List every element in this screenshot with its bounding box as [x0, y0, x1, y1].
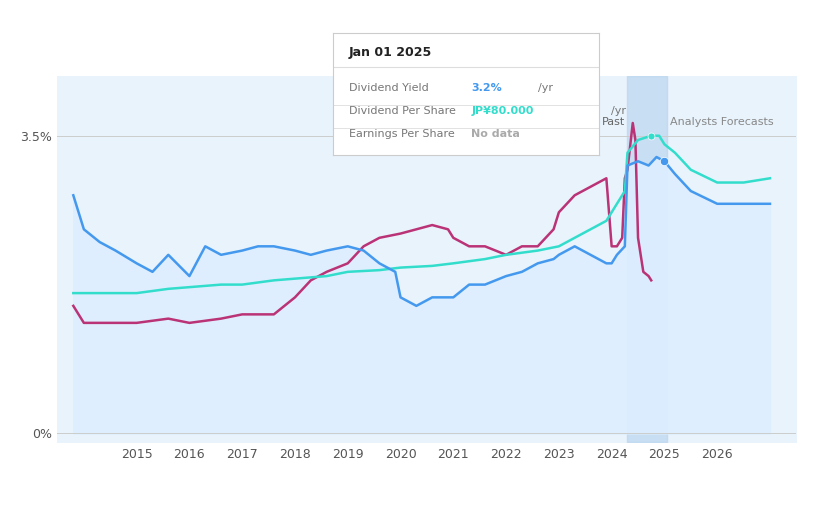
- Text: Analysts Forecasts: Analysts Forecasts: [670, 117, 773, 127]
- Text: Dividend Per Share: Dividend Per Share: [349, 106, 456, 116]
- Text: No data: No data: [471, 129, 521, 139]
- Text: Past: Past: [602, 117, 625, 127]
- Text: Earnings Per Share: Earnings Per Share: [349, 129, 454, 139]
- Text: Dividend Yield: Dividend Yield: [349, 83, 429, 93]
- Text: Jan 01 2025: Jan 01 2025: [349, 46, 432, 59]
- Text: JP¥80.000: JP¥80.000: [471, 106, 534, 116]
- Text: 3.2%: 3.2%: [471, 83, 502, 93]
- Text: /yr: /yr: [612, 106, 626, 116]
- Text: /yr: /yr: [538, 83, 553, 93]
